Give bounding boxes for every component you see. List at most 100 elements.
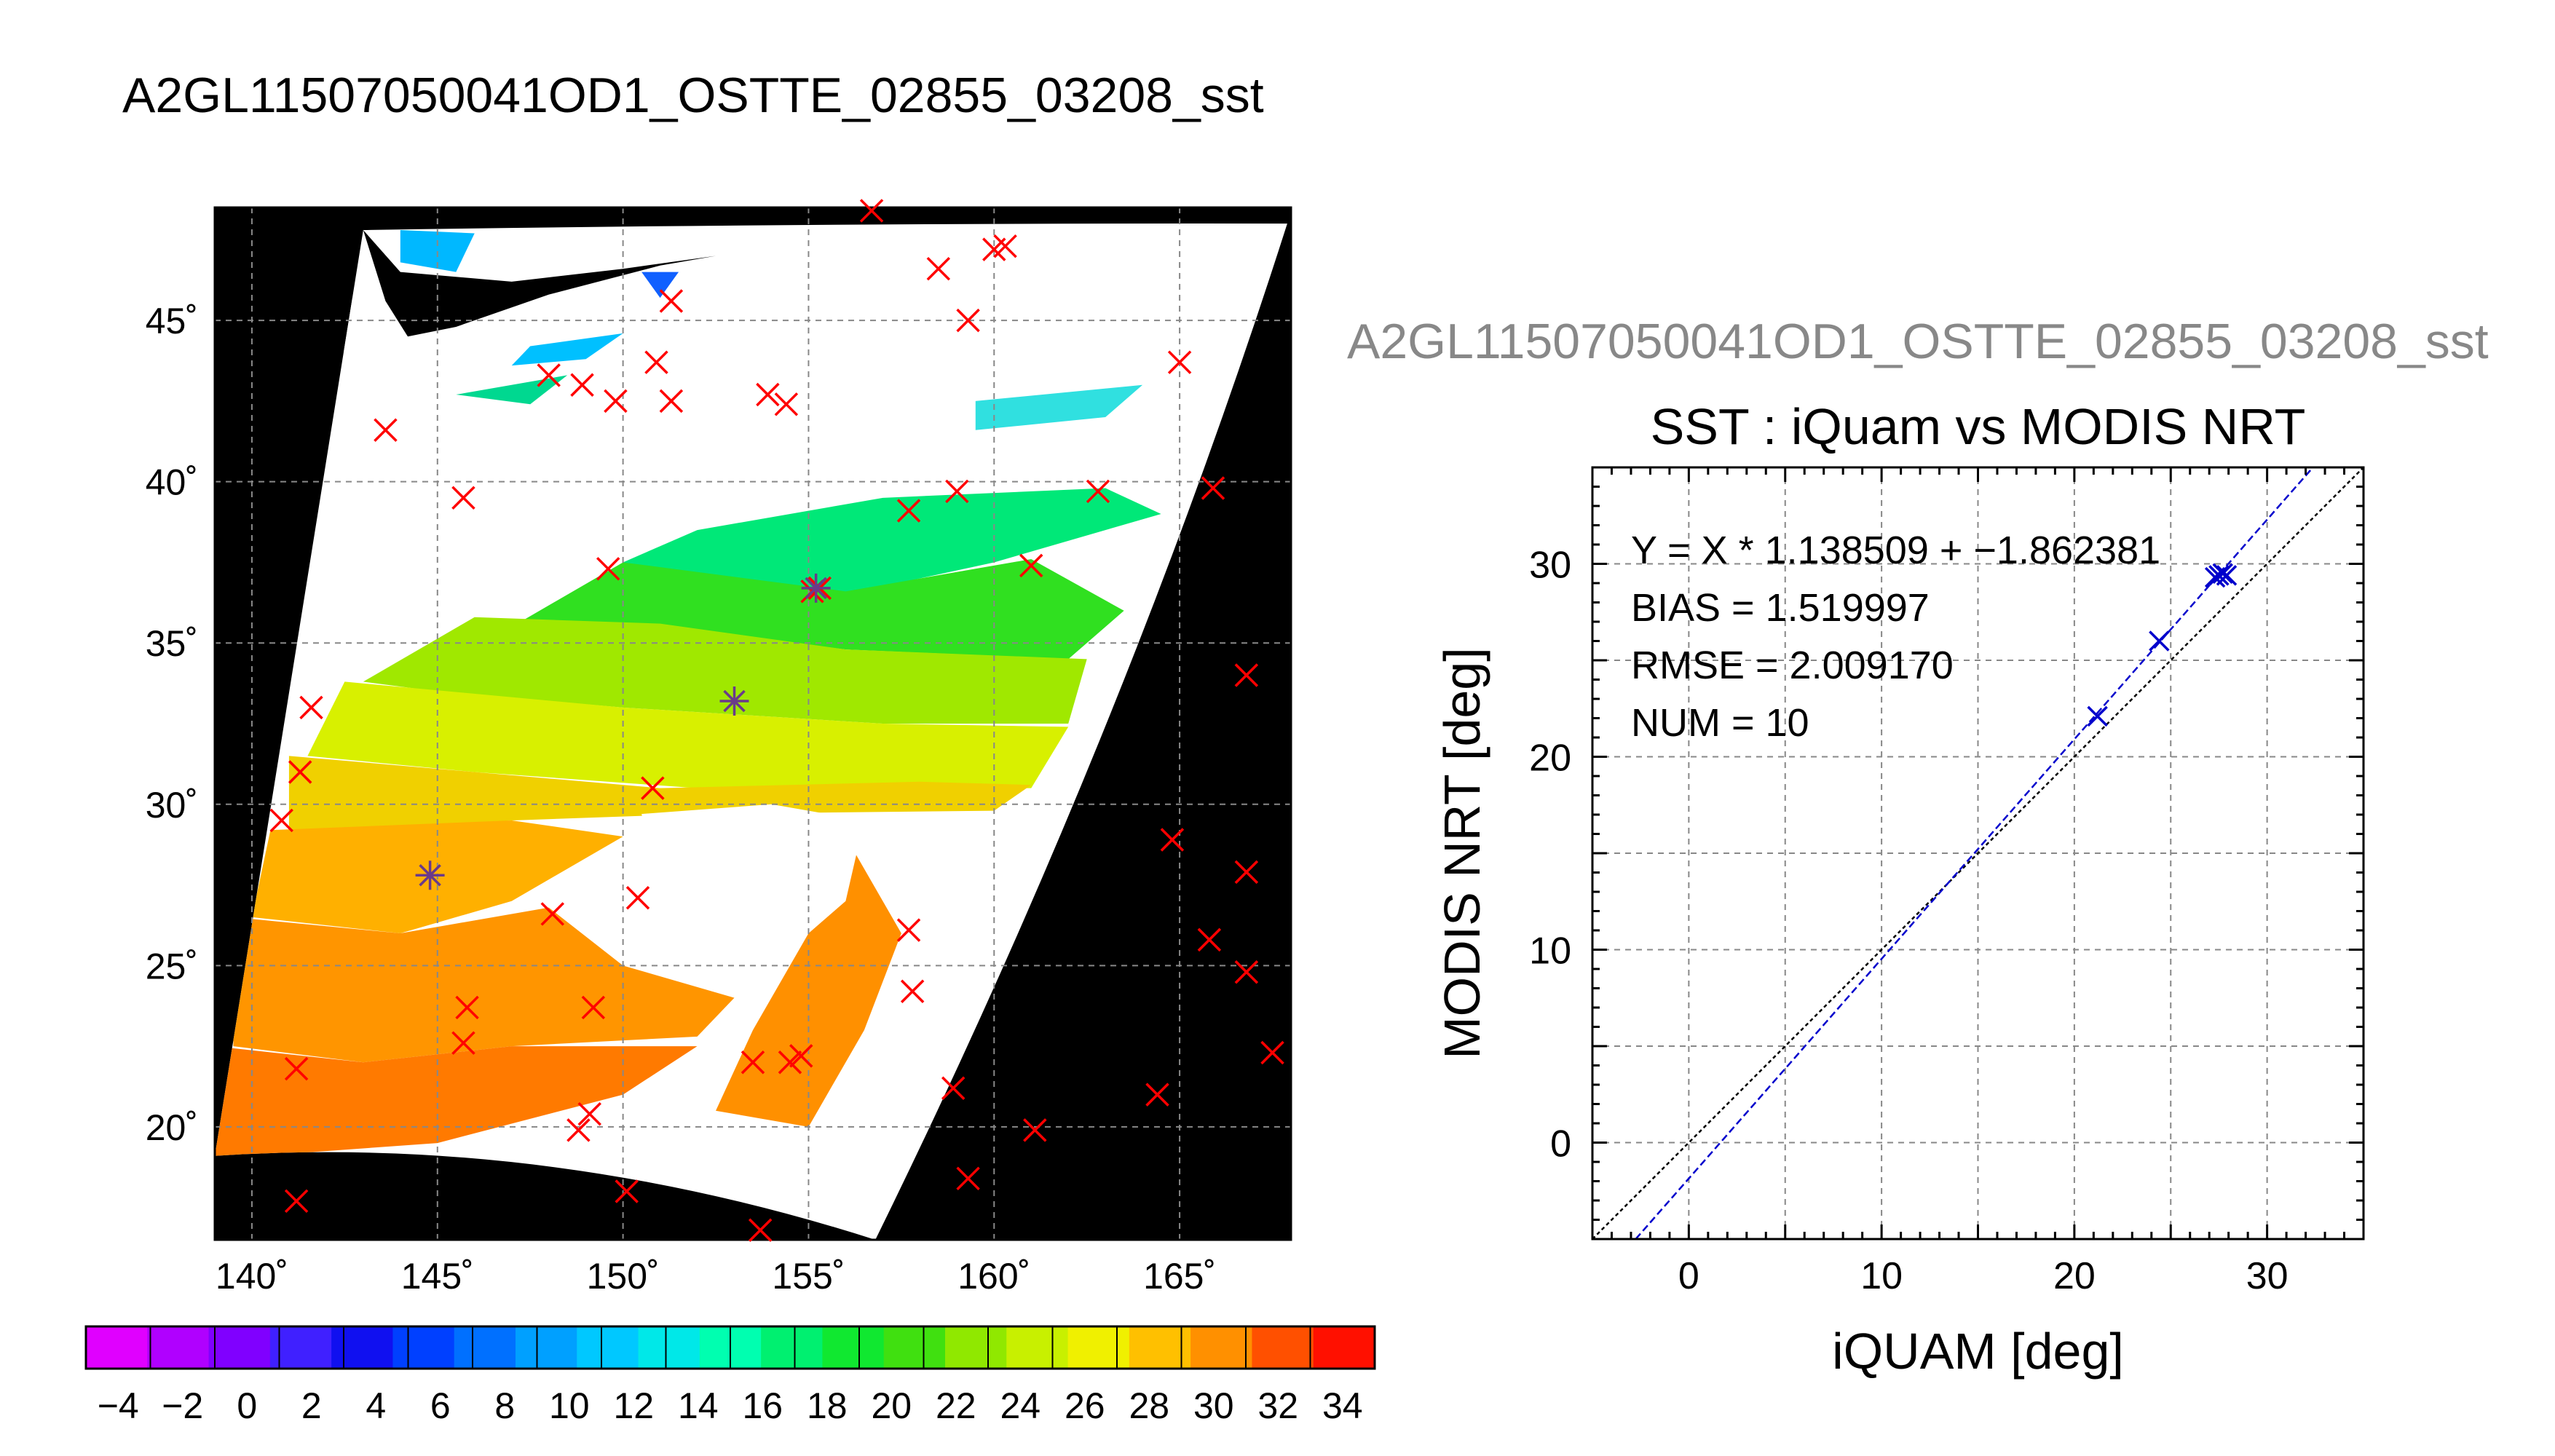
match-marker — [748, 1218, 773, 1242]
colorbar-tick-label: 30 — [1193, 1385, 1234, 1426]
match-marker — [644, 350, 668, 374]
match-marker — [896, 918, 921, 942]
stats-line: NUM = 10 — [1631, 701, 1809, 745]
fit-line — [1634, 467, 2315, 1239]
sst-region — [975, 384, 1143, 430]
colorbar-tick-label: 10 — [549, 1385, 590, 1426]
colorbar-ticks — [85, 1326, 1375, 1369]
map-y-tick-label: 40˚ — [146, 462, 198, 503]
colorbar-tick-label: 34 — [1322, 1385, 1363, 1426]
colorbar-segment — [945, 1326, 1007, 1369]
colorbar-tick-label: 6 — [430, 1385, 451, 1426]
match-marker — [756, 382, 780, 407]
map-grid — [215, 207, 1291, 1240]
colorbar-segment — [1006, 1326, 1069, 1369]
page-title: A2GL11507050041OD1_OSTTE_02855_03208_sst — [122, 68, 1264, 123]
match-marker — [615, 1179, 639, 1203]
stats-line: Y = X * 1.138509 + −1.862381 — [1631, 529, 2160, 572]
map-y-tick-label: 25˚ — [146, 946, 198, 986]
scatter-xlabel: iQUAM [deg] — [1832, 1323, 2124, 1380]
sst-region — [363, 617, 1087, 724]
match-marker — [1234, 663, 1259, 687]
match-marker — [284, 1056, 309, 1081]
colorbar-frame — [84, 1325, 1376, 1370]
colorbar-tick-label: 26 — [1065, 1385, 1105, 1426]
colorbar-tick-label: 0 — [237, 1385, 257, 1426]
match-marker — [956, 1166, 980, 1191]
sst-region — [511, 559, 1124, 660]
colorbar-segment — [1067, 1326, 1130, 1369]
match-marker — [859, 199, 884, 223]
map-y-tick-label: 30˚ — [146, 785, 198, 826]
match-marker — [896, 499, 921, 523]
match-marker — [288, 760, 312, 784]
stats-line: BIAS = 1.519997 — [1631, 586, 1930, 630]
colorbar-segment — [86, 1326, 148, 1369]
match-marker — [1023, 1118, 1047, 1142]
colorbar-tick-label: 8 — [494, 1385, 515, 1426]
scatter-text: 0 10 20 30 0 10 20 30 SST : iQuam vs MODIS NRT iQ… — [1434, 398, 2305, 1380]
scatter-y-tick-label: 0 — [1550, 1123, 1571, 1166]
match-marker — [625, 886, 650, 910]
scatter-point — [2149, 630, 2170, 652]
match-marker — [299, 695, 323, 720]
match-marker — [1197, 927, 1222, 952]
scatter-x-tick-label: 30 — [2246, 1255, 2289, 1297]
match-marker — [540, 902, 565, 926]
sst-field — [215, 230, 1161, 1160]
map-x-tick-label: 155˚ — [772, 1256, 845, 1297]
sst-region — [623, 488, 1161, 595]
colorbar-segment — [577, 1326, 639, 1369]
match-marker — [1145, 1083, 1169, 1107]
colorbar-segment — [454, 1326, 516, 1369]
colorbar-segment — [883, 1326, 946, 1369]
colorbar-segment — [761, 1326, 823, 1369]
map-x-tick-label: 165˚ — [1143, 1256, 1216, 1297]
map-x-tick-label: 140˚ — [216, 1256, 288, 1297]
match-marker — [926, 256, 951, 281]
match-marker — [455, 995, 479, 1020]
match-marker — [577, 1101, 601, 1126]
colorbar-segment — [516, 1326, 577, 1369]
hokkaido-land — [363, 230, 716, 337]
colorbar-tick-label: 22 — [936, 1385, 976, 1426]
sst-region — [215, 1046, 698, 1160]
colorbar-tick-label: 32 — [1257, 1385, 1298, 1426]
used-markers — [415, 573, 831, 890]
match-markers — [269, 199, 1284, 1242]
identity-line — [1592, 467, 2364, 1239]
scatter-ylabel: MODIS NRT [deg] — [1434, 647, 1490, 1059]
match-marker — [596, 557, 620, 581]
match-marker — [900, 979, 925, 1004]
map-y-tick-label: 45˚ — [146, 301, 198, 341]
colorbar-tick-label: 2 — [301, 1385, 322, 1426]
match-marker — [1086, 479, 1110, 504]
colorbar-segment — [1252, 1326, 1314, 1369]
match-marker — [581, 995, 606, 1020]
colorbar-tick-label: 18 — [807, 1385, 848, 1426]
colorbar-tick-label: 28 — [1129, 1385, 1169, 1426]
sst-region — [307, 681, 1069, 788]
colorbar-segment — [1313, 1326, 1375, 1369]
match-marker — [374, 418, 398, 442]
colorbar-segment — [269, 1326, 332, 1369]
sst-region — [233, 907, 735, 1063]
scatter-y-tick-label: 30 — [1529, 545, 1571, 587]
match-marker — [956, 308, 980, 333]
colorbar-tick-label: 24 — [1000, 1385, 1040, 1426]
match-marker — [641, 776, 665, 800]
match-marker — [659, 289, 684, 313]
colorbar-segment — [331, 1326, 393, 1369]
match-marker — [774, 392, 799, 416]
colorbar-tick-label: 4 — [366, 1385, 386, 1426]
used-marker — [719, 686, 749, 716]
colorbar-tick-label: 12 — [613, 1385, 654, 1426]
match-marker — [269, 808, 293, 833]
colorbar-tick-label: 16 — [742, 1385, 783, 1426]
sst-region — [400, 230, 475, 272]
scatter-point — [2208, 565, 2230, 586]
match-marker — [451, 486, 475, 510]
